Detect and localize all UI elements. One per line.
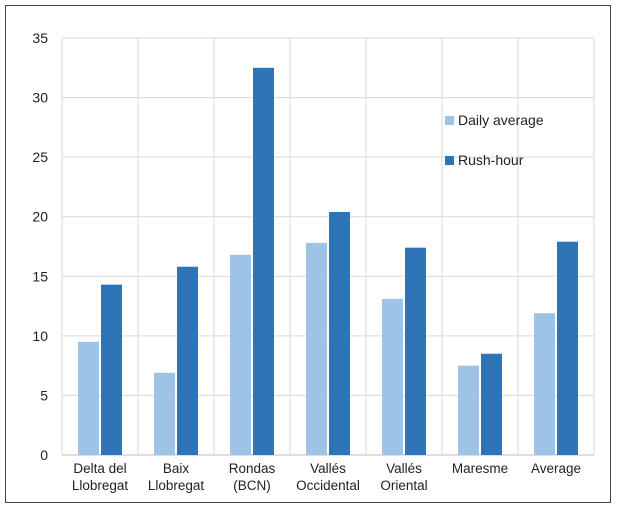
x-tick-label: Maresme xyxy=(452,461,508,476)
x-tick-label: Oriental xyxy=(380,478,427,493)
y-tick-label: 0 xyxy=(40,447,48,463)
y-tick-label: 10 xyxy=(32,328,48,344)
bar-daily-average xyxy=(458,365,479,455)
y-tick-label: 30 xyxy=(32,90,48,106)
bar-rush-hour xyxy=(253,67,274,456)
y-tick-label: 25 xyxy=(32,149,48,165)
bar-rush-hour xyxy=(329,211,350,455)
x-tick-label: (BCN) xyxy=(233,478,271,493)
y-tick-label: 15 xyxy=(32,268,48,284)
x-tick-label: Delta del xyxy=(73,461,126,476)
legend-label: Rush-hour xyxy=(458,152,524,168)
x-tick-label: Llobregat xyxy=(148,478,205,493)
x-tick-label: Baix xyxy=(163,461,190,476)
bar-daily-average xyxy=(230,254,251,455)
bar-daily-average xyxy=(154,372,175,455)
y-tick-label: 20 xyxy=(32,209,48,225)
bar-rush-hour xyxy=(481,353,502,455)
x-tick-label: Rondas xyxy=(229,461,276,476)
bar-daily-average xyxy=(306,242,327,455)
x-tick-label: Occidental xyxy=(296,478,360,493)
bar-daily-average xyxy=(382,298,403,455)
x-tick-label: Vallés xyxy=(310,461,346,476)
bar-daily-average xyxy=(534,313,555,455)
legend-label: Daily average xyxy=(458,112,544,128)
y-tick-label: 35 xyxy=(32,30,48,46)
bar-rush-hour xyxy=(177,266,198,455)
x-tick-label: Vallés xyxy=(386,461,422,476)
bar-rush-hour xyxy=(101,284,122,455)
bar-rush-hour xyxy=(405,247,426,455)
bar-daily-average xyxy=(78,341,99,455)
x-tick-label: Average xyxy=(531,461,581,476)
legend-swatch xyxy=(445,156,454,165)
y-tick-label: 5 xyxy=(40,387,48,403)
legend-swatch xyxy=(445,116,454,125)
bar-rush-hour xyxy=(557,241,578,455)
x-tick-label: Llobregat xyxy=(72,478,129,493)
